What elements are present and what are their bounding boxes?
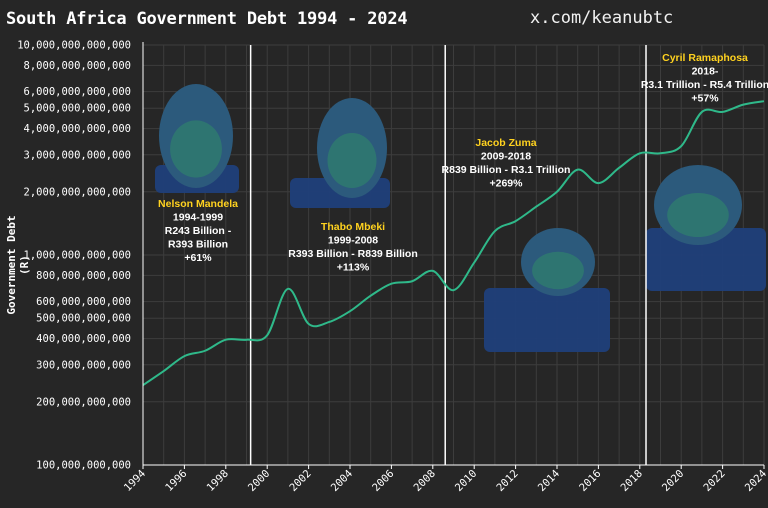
portrait-face <box>532 251 584 290</box>
x-tick-label: 2014 <box>536 468 562 494</box>
x-tick-label: 2002 <box>287 468 313 494</box>
y-tick-label: 8,000,000,000,000 <box>24 60 131 72</box>
portrait-zuma <box>484 228 610 352</box>
annotation-line: +269% <box>490 178 524 190</box>
x-tick-label: 2018 <box>619 468 645 494</box>
annotation-name: Jacob Zuma <box>475 137 536 149</box>
annotation-line: 1999-2008 <box>328 235 378 247</box>
series-layer <box>142 100 765 386</box>
x-tick-label: 2004 <box>329 468 355 494</box>
y-tick-label: 5,000,000,000,000 <box>24 103 131 115</box>
x-tick-label: 2006 <box>370 468 396 494</box>
annotation-line: 2018- <box>692 66 719 78</box>
annotation-line: R393 Billion <box>168 239 228 251</box>
portrait-mbeki <box>290 98 390 208</box>
portrait-face <box>667 193 729 237</box>
y-tick-label: 1,000,000,000,000 <box>24 250 131 262</box>
annotation-line: +61% <box>184 252 212 264</box>
annotation-cyril-ramaphosa: Cyril Ramaphosa 2018-R3.1 Trillion - R5.4… <box>641 52 768 105</box>
portrait-shoulders <box>646 228 766 291</box>
x-tick-label: 2020 <box>660 468 686 494</box>
y-tick-label: 2,000,000,000,000 <box>24 186 131 198</box>
annotation-name: Cyril Ramaphosa <box>662 52 748 64</box>
portrait-ramaphosa <box>646 165 766 291</box>
y-tick-label: 800,000,000,000 <box>36 270 131 282</box>
annotation-line: +57% <box>691 93 719 105</box>
x-tick-label: 2000 <box>246 468 272 494</box>
y-tick-label: 500,000,000,000 <box>36 313 131 325</box>
y-tick-label: 4,000,000,000,000 <box>24 123 131 135</box>
y-tick-label: 6,000,000,000,000 <box>24 86 131 98</box>
x-tick-label: 2024 <box>743 468 768 494</box>
y-tick-label: 400,000,000,000 <box>36 333 131 345</box>
portrait-face <box>170 120 222 178</box>
term-divider-lines <box>249 45 647 465</box>
portrait-face <box>327 133 377 188</box>
chart-title: South Africa Government Debt 1994 - 2024 <box>6 9 408 29</box>
annotation-line: R393 Billion - R839 Billion <box>288 248 418 260</box>
y-tick-label: 200,000,000,000 <box>36 396 131 408</box>
y-tick-label: 300,000,000,000 <box>36 359 131 371</box>
annotation-line: R243 Billion - <box>165 225 232 237</box>
annotation-line: 2009-2018 <box>481 151 531 163</box>
y-tick-label: 10,000,000,000,000 <box>17 40 131 52</box>
y-tick-label: 600,000,000,000 <box>36 296 131 308</box>
y-tick-label: 100,000,000,000 <box>36 460 131 472</box>
y-tick-label: 3,000,000,000,000 <box>24 149 131 161</box>
portrait-mandela <box>155 84 239 193</box>
annotation-line: 1994-1999 <box>173 212 223 224</box>
series-line <box>142 100 765 386</box>
x-tick-label: 2016 <box>577 468 603 494</box>
portrait-shoulders <box>484 288 610 352</box>
annotation-line: R3.1 Trillion - R5.4 Trillion <box>641 79 768 91</box>
x-tick-label: 2022 <box>701 468 727 494</box>
x-tick-label: 1994 <box>122 468 148 494</box>
x-tick-label: 1998 <box>205 468 231 494</box>
annotation-line: +113% <box>337 262 370 274</box>
portrait-layer <box>155 84 766 352</box>
x-tick-label: 1996 <box>163 468 189 494</box>
x-tick-label: 2012 <box>494 468 520 494</box>
annotation-name: Thabo Mbeki <box>321 221 385 233</box>
x-tick-label: 2008 <box>412 468 438 494</box>
watermark: x.com/keanubtc <box>530 8 674 28</box>
x-tick-label: 2010 <box>453 468 479 494</box>
annotation-name: Nelson Mandela <box>158 198 238 210</box>
annotation-line: R839 Billion - R3.1 Trillion <box>442 164 571 176</box>
